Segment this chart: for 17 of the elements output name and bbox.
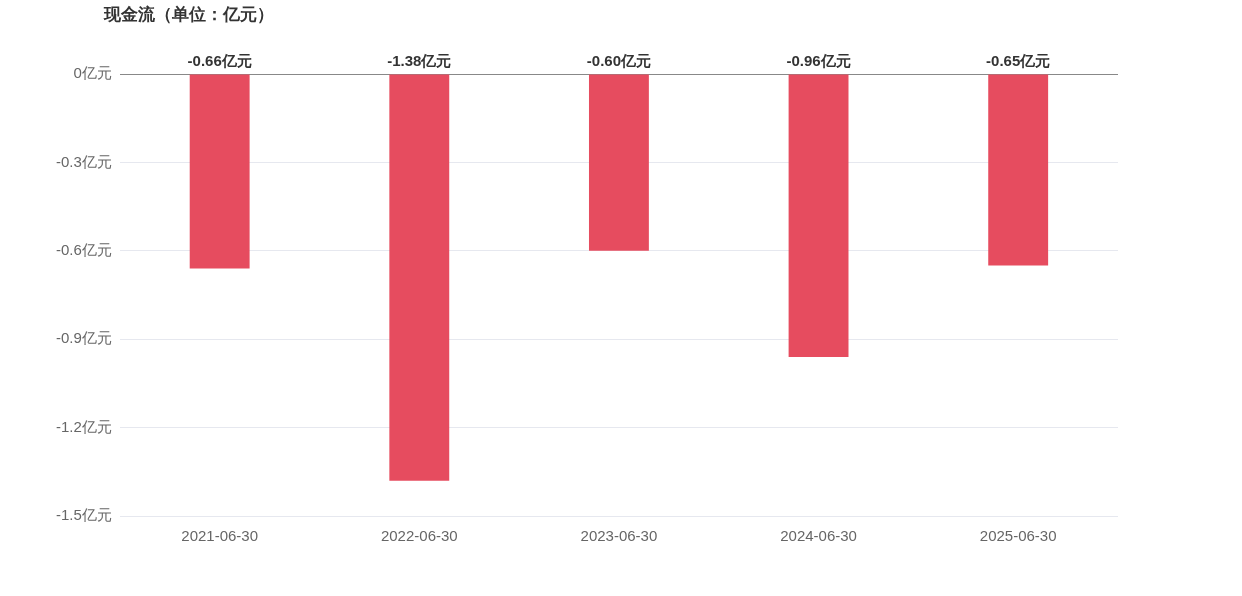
data-label: -0.65亿元 [986, 51, 1051, 69]
x-tick-label: 2022-06-30 [380, 527, 458, 545]
y-tick-label: -1.2亿元 [55, 417, 112, 435]
chart-title: 现金流（单位：亿元） [102, 5, 275, 26]
y-tick-label: -0.6亿元 [55, 240, 112, 258]
x-tick-label: 2025-06-30 [979, 527, 1057, 545]
x-tick-label: 2024-06-30 [780, 527, 857, 545]
data-label: -0.66亿元 [187, 51, 252, 69]
x-tick-label: 2021-06-30 [181, 527, 259, 545]
y-tick-label: -0.3亿元 [55, 152, 112, 170]
y-tick-label: 0亿元 [73, 64, 112, 82]
data-label: -1.38亿元 [387, 51, 452, 69]
x-tick-label: 2023-06-30 [580, 527, 658, 545]
y-tick-label: -1.5亿元 [55, 506, 112, 524]
data-label: -0.96亿元 [786, 51, 851, 69]
data-label: -0.60亿元 [586, 51, 652, 69]
y-tick-label: -0.9亿元 [55, 329, 112, 347]
